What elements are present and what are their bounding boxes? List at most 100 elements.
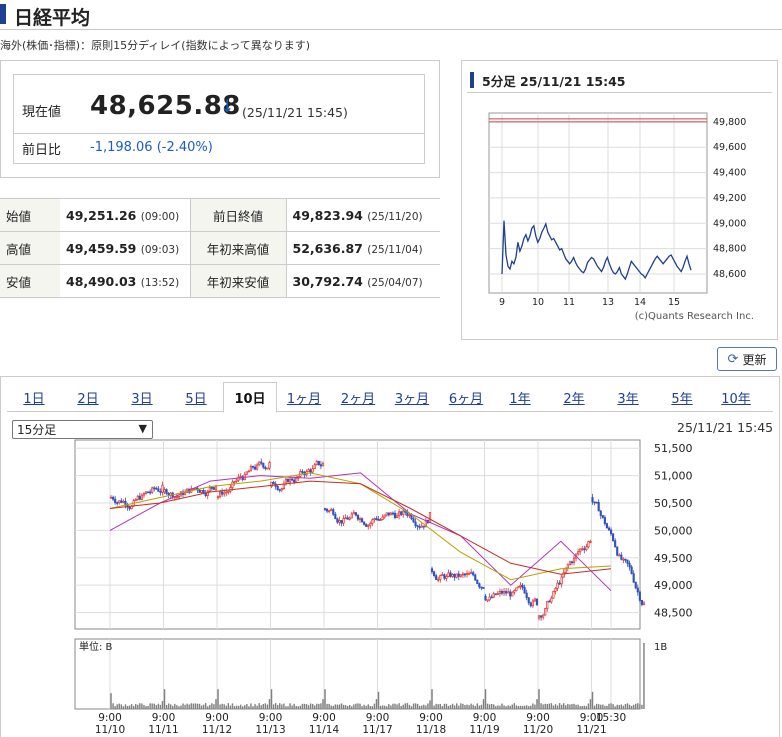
volume-bar <box>425 705 427 709</box>
candle-body <box>146 491 150 494</box>
tab-6[interactable]: 2ヶ月 <box>340 391 376 407</box>
candle-body <box>276 486 279 490</box>
page-title: 日経平均 <box>14 7 91 29</box>
refresh-icon: ⟳ <box>727 351 739 367</box>
candlestick-chart: 48,500 49,000 49,500 50,000 50,500 51,000 51,5… <box>74 439 693 736</box>
volume-bar <box>449 705 452 709</box>
table-row: 安値 48,490.03 (13:52) 年初来安値 30,792.74 (25… <box>0 264 440 298</box>
volume-bar <box>248 706 250 709</box>
volume-bar <box>614 706 616 709</box>
volume-bar <box>330 705 332 709</box>
candle-interval-select[interactable]: 15分足 ▼ <box>12 420 153 439</box>
y-tick-label: 50,500 <box>654 497 693 510</box>
candle-body <box>525 592 528 599</box>
volume-bar <box>196 703 199 709</box>
candle-body <box>533 598 536 602</box>
divider <box>14 133 424 134</box>
volume-bar <box>577 704 579 709</box>
title-accent-bar <box>0 4 6 24</box>
x-tick-time: 9:00 <box>366 712 390 724</box>
volume-bar <box>169 704 172 709</box>
volume-bar <box>499 705 501 709</box>
candle-body <box>159 490 162 493</box>
delay-note: 海外(株価･指標)：原則15分ディレイ(指数によって異なります) <box>0 39 311 52</box>
page-header: 日経平均 <box>0 0 782 30</box>
volume-bar <box>546 704 548 709</box>
volume-bar <box>316 703 318 709</box>
volume-bar <box>182 703 184 709</box>
tab-0[interactable]: 1日 <box>23 391 45 407</box>
candle-body <box>609 529 613 535</box>
candle-body <box>461 573 464 576</box>
candle-body <box>443 574 446 579</box>
plot-area <box>74 439 641 630</box>
volume-bar <box>334 704 337 709</box>
x-tick-date: 11/13 <box>255 724 285 736</box>
candle-body <box>607 527 611 531</box>
candle-body <box>124 500 127 505</box>
candle-body <box>552 590 555 599</box>
volume-bar <box>482 699 485 709</box>
tab-4[interactable]: 10日 <box>223 382 277 413</box>
candle-body <box>381 516 384 520</box>
tab-13[interactable]: 10年 <box>721 391 751 407</box>
candle-body <box>321 463 325 467</box>
candle-body <box>537 615 541 619</box>
tab-7[interactable]: 3ヶ月 <box>394 391 430 407</box>
candle-body <box>383 514 386 518</box>
candle-body <box>112 496 115 500</box>
tab-1[interactable]: 2日 <box>77 391 99 407</box>
candle-body <box>393 512 397 519</box>
x-tick-time: 9:00 <box>580 712 604 724</box>
candle-body <box>566 564 569 569</box>
x-tick-label: 13 <box>602 297 614 308</box>
title-accent-bar <box>470 72 474 88</box>
stat-value: 52,636.87 (25/11/04) <box>286 231 440 265</box>
candle-body <box>484 595 487 601</box>
candle-body <box>354 512 357 516</box>
tab-5[interactable]: 1ヶ月 <box>286 391 322 407</box>
tab-2[interactable]: 3日 <box>131 391 153 407</box>
candle-body <box>472 572 475 576</box>
moving-average-line <box>109 480 612 575</box>
stat-value: 49,823.94 (25/11/20) <box>286 198 440 232</box>
volume-bar <box>593 705 596 709</box>
current-price-card: 現在値 48,625.88 ↓ (25/11/21 15:45) 前日比 -1,… <box>13 74 425 164</box>
volume-bar <box>505 706 507 709</box>
candle-body <box>428 511 432 524</box>
volume-bar <box>346 706 349 709</box>
volume-bar <box>418 705 421 709</box>
volume-bar <box>209 704 211 709</box>
volume-bar <box>305 704 308 709</box>
tab-9[interactable]: 1年 <box>509 391 531 407</box>
candle-body <box>270 481 273 487</box>
volume-bar <box>486 703 489 709</box>
candle-body <box>480 586 483 589</box>
volume-bar <box>556 705 559 709</box>
volume-bar <box>244 705 246 709</box>
volume-bar <box>478 705 481 709</box>
candle-body <box>165 489 168 494</box>
prev-change-value: -1,198.06 (-2.40%) <box>90 140 213 155</box>
tab-8[interactable]: 6ヶ月 <box>448 391 484 407</box>
tab-11[interactable]: 3年 <box>617 391 639 407</box>
volume-bar <box>641 704 643 709</box>
candle-body <box>527 597 530 604</box>
candle-body <box>216 496 220 499</box>
tab-12[interactable]: 5年 <box>671 391 693 407</box>
volume-bar <box>163 689 166 709</box>
refresh-button[interactable]: ⟳ 更新 <box>717 347 777 371</box>
candle-body <box>455 573 458 578</box>
candle-body <box>142 493 146 496</box>
stat-label: 高値 <box>0 231 60 265</box>
volume-bar <box>456 703 458 709</box>
tab-3[interactable]: 5日 <box>185 391 207 407</box>
volume-bar <box>157 703 160 709</box>
candle-body <box>157 488 160 492</box>
candle-body <box>572 557 576 563</box>
candle-body <box>558 582 561 585</box>
candle-body <box>451 574 454 577</box>
candle-body <box>422 525 425 528</box>
y-tick-label: 51,500 <box>654 442 693 455</box>
tab-10[interactable]: 2年 <box>563 391 585 407</box>
